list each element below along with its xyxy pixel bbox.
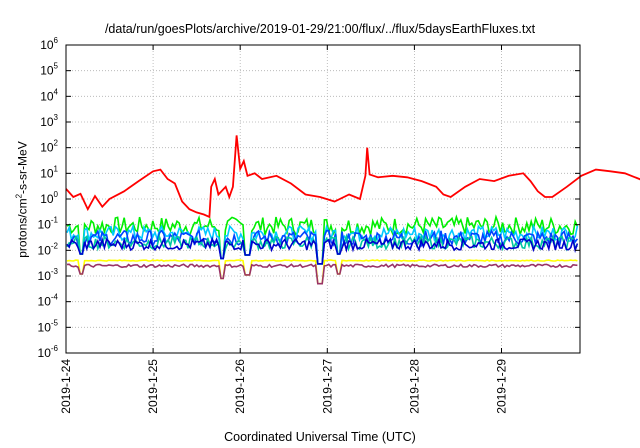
x-tick-label: 2019-1-28 [407, 359, 421, 414]
x-tick-label: 2019-1-29 [495, 359, 509, 414]
x-tick-label: 2019-1-25 [146, 359, 160, 414]
y-tick-label: 101 [40, 164, 58, 180]
chart-series [65, 135, 640, 285]
y-axis-label: protons/cm2-s-sr-MeV [14, 141, 30, 258]
y-tick-label: 10-6 [38, 344, 59, 360]
y-tick-label: 105 [40, 62, 58, 78]
series-line-1 [65, 135, 640, 219]
chart-grid [66, 45, 580, 353]
x-axis-label: Coordinated Universal Time (UTC) [224, 430, 416, 444]
chart-title: /data/run/goesPlots/archive/2019-01-29/2… [104, 22, 536, 36]
x-tick-label: 2019-1-27 [320, 359, 334, 414]
y-tick-label: 106 [40, 36, 58, 52]
y-tick-label: 104 [40, 87, 58, 103]
x-tick-label: 2019-1-24 [59, 359, 73, 414]
y-tick-label: 102 [40, 139, 58, 155]
series-line-6 [66, 236, 579, 265]
y-tick-label: 103 [40, 113, 58, 129]
y-tick-label: 100 [40, 190, 58, 206]
y-tick-label: 10-4 [38, 293, 59, 309]
y-tick-label: 10-1 [38, 216, 59, 232]
y-tick-label: 10-5 [38, 318, 59, 334]
y-tick-label: 10-3 [38, 267, 59, 283]
plot-frame [65, 44, 581, 354]
series-line-8 [66, 263, 578, 285]
y-tick-label: 10-2 [38, 241, 59, 257]
x-tick-label: 2019-1-26 [233, 359, 247, 414]
